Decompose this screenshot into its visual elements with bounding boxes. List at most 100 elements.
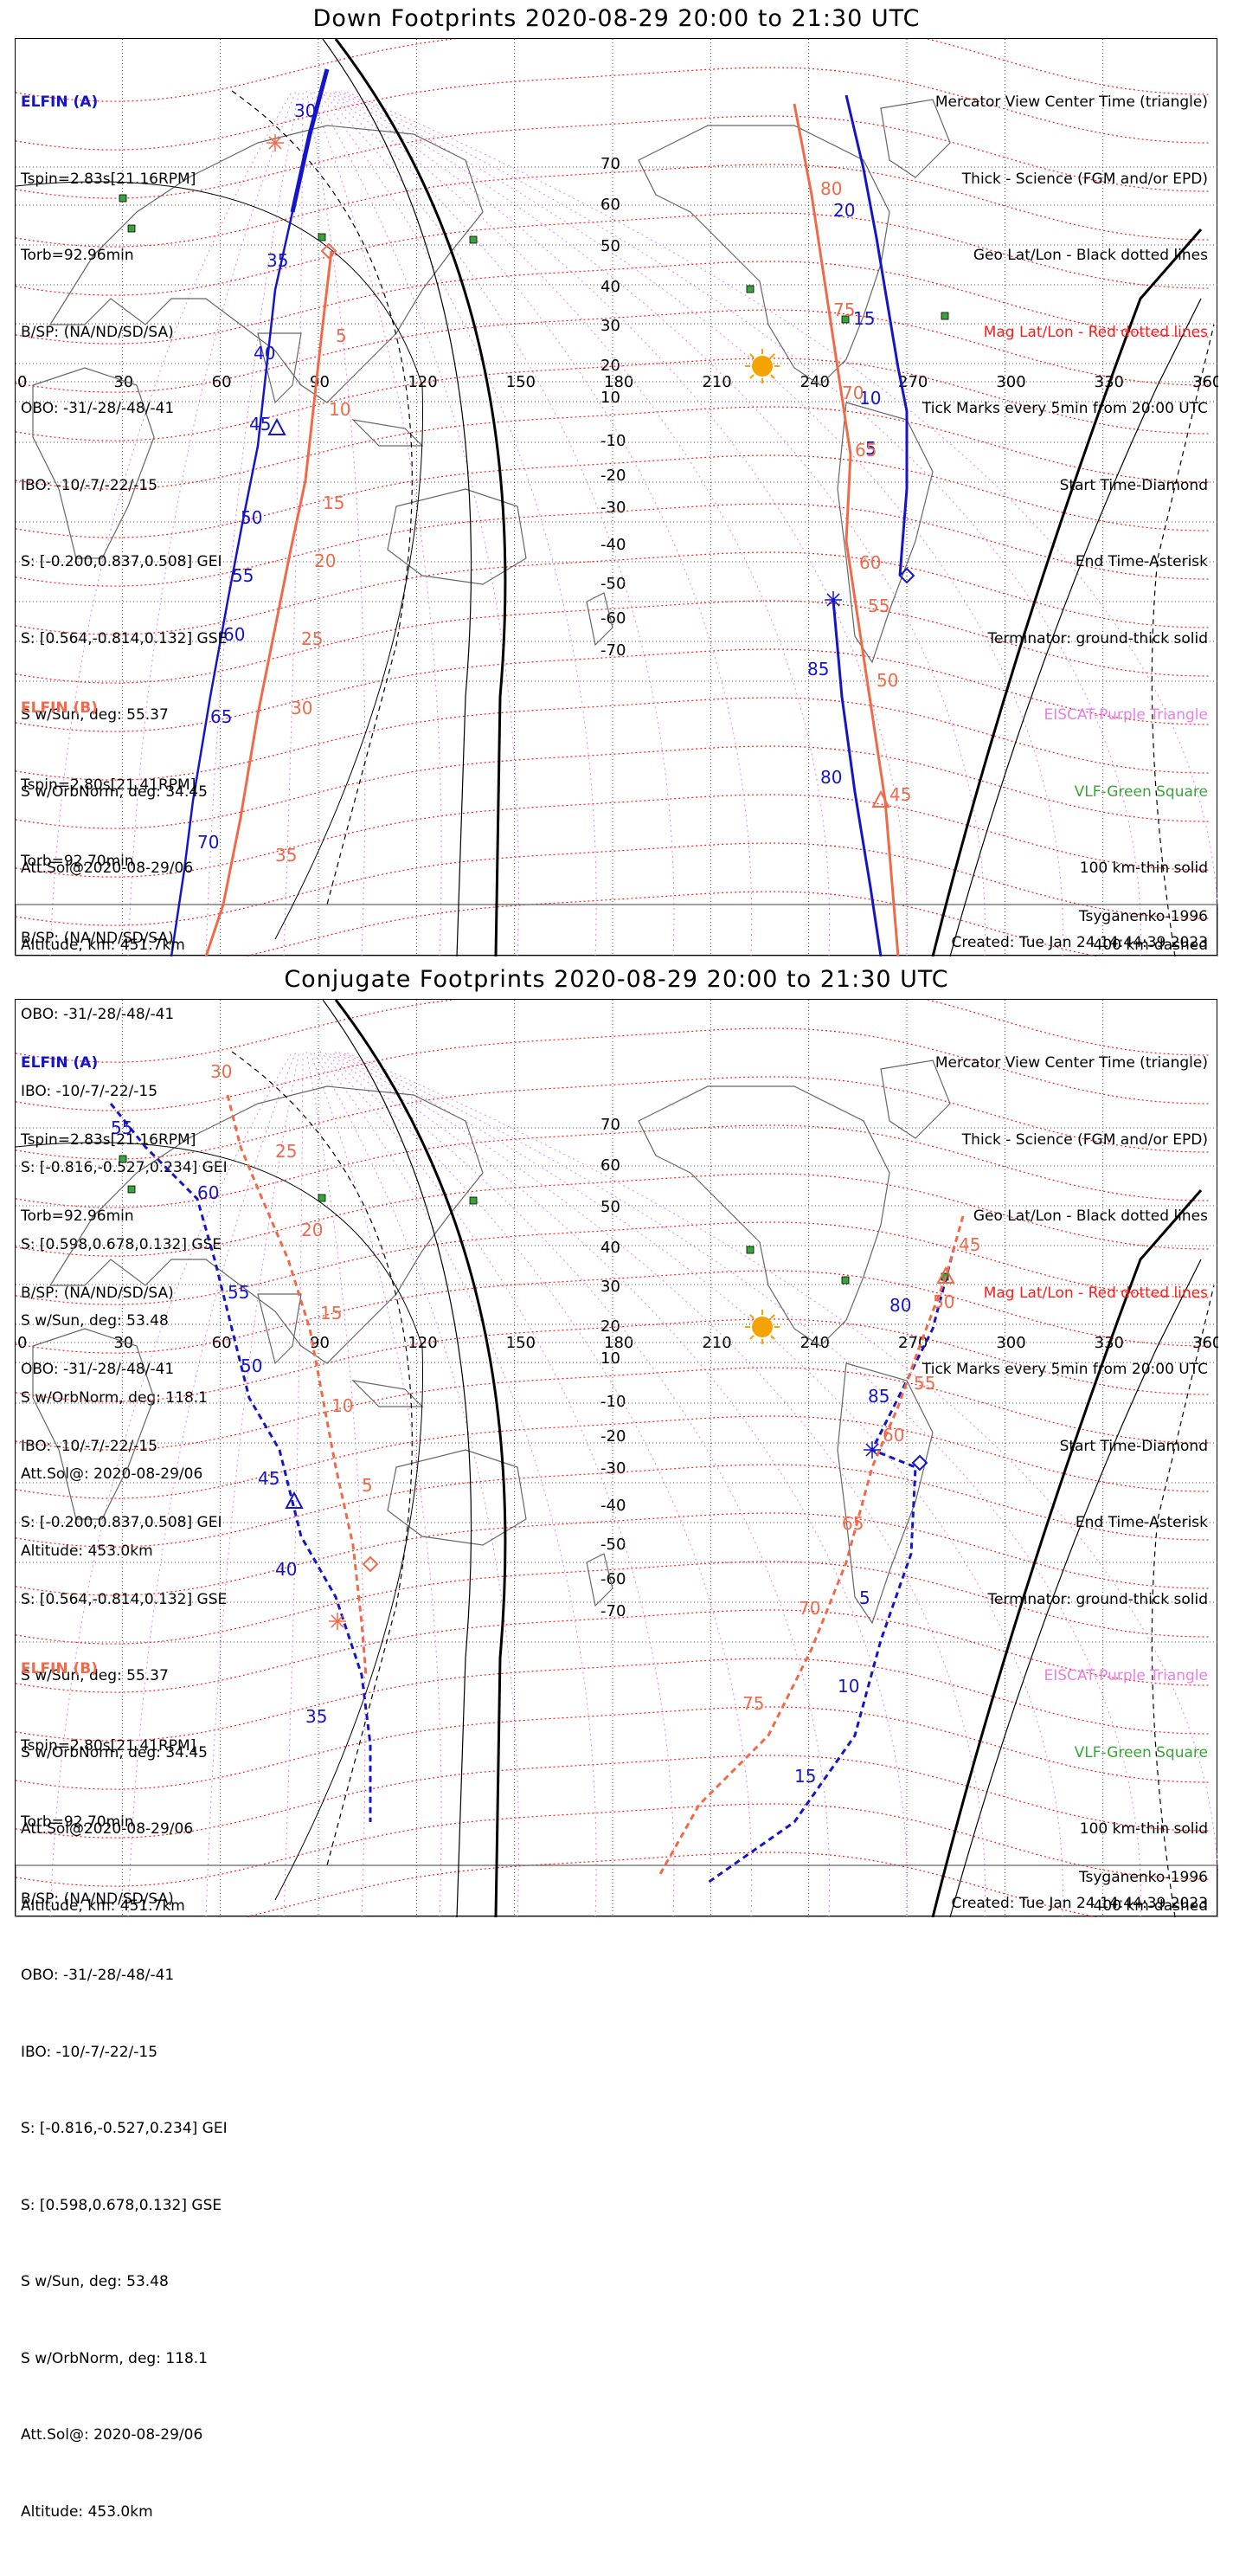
lon-tick-label: 90 bbox=[310, 373, 330, 391]
lon-tick-label: 30 bbox=[113, 373, 133, 391]
info-line: S w/OrbNorm, deg: 34.45 bbox=[21, 1743, 209, 1761]
map-panel-down[interactable]: 0 30 60 90 120 150 180 210 240 270 300 330 360 70 60 50… bbox=[15, 38, 1218, 1560]
legend-line: VLF-Green Square bbox=[1074, 782, 1208, 801]
lat-tick-label: 60 bbox=[600, 196, 620, 214]
coastline bbox=[257, 332, 302, 404]
info-line: Tspin=2.80s[21.41RPM] bbox=[21, 1736, 196, 1755]
track-b-tick-label: 15 bbox=[323, 493, 344, 513]
model-label: Tsyganenko-1996 bbox=[1078, 908, 1208, 925]
mag-lat-line bbox=[16, 1755, 1211, 1839]
info-line: S: [-0.816,-0.527,0.234] GEI bbox=[21, 2120, 228, 2137]
info-line: S: [-0.200,0.837,0.508] GEI bbox=[21, 1514, 222, 1531]
mag-lon-line bbox=[323, 90, 753, 956]
vlf-station-square bbox=[469, 1196, 478, 1205]
lon-tick-label: 180 bbox=[604, 1334, 633, 1352]
start-diamond bbox=[898, 567, 915, 584]
mag-lon-line bbox=[340, 1051, 1141, 1917]
mag-lat-line bbox=[16, 1415, 1211, 1499]
legend: Mercator View Center Time (triangle) Thi… bbox=[922, 1000, 1208, 1970]
info-line: IBO: -10/-7/-22/-15 bbox=[21, 2043, 158, 2061]
mag-lat-line bbox=[16, 1318, 1211, 1402]
info-line: S w/Sun, deg: 55.37 bbox=[21, 706, 169, 724]
coastline bbox=[837, 402, 934, 664]
mag-lon-line bbox=[337, 90, 1063, 956]
sat-a-info: ELFIN (A) Tspin=2.83s[21.16RPM] Torb=92.… bbox=[21, 1000, 227, 1970]
track-b-tick-label: 5 bbox=[362, 1475, 373, 1496]
terminator-100km bbox=[949, 1259, 1202, 1917]
lat-tick-label: 30 bbox=[600, 1278, 620, 1296]
info-line: B/SP: (NA/ND/SD/SA) bbox=[21, 1284, 174, 1302]
lat-tick-label: 50 bbox=[600, 1198, 620, 1216]
info-line: S w/Sun, deg: 55.37 bbox=[21, 1667, 169, 1684]
legend-line: End Time-Asterisk bbox=[1075, 553, 1208, 570]
track-b-tick-label: 70 bbox=[799, 1598, 820, 1619]
lon-tick-label: 300 bbox=[996, 1334, 1025, 1352]
mag-lat-line bbox=[16, 648, 1211, 732]
mag-lat-line bbox=[16, 1270, 1211, 1354]
terminator-100km bbox=[322, 1000, 472, 1917]
track-a-tick-label: 10 bbox=[838, 1676, 859, 1697]
track-b-tick-label: 55 bbox=[914, 1373, 935, 1394]
vlf-station-square bbox=[746, 285, 755, 293]
lat-tick-label: -70 bbox=[600, 641, 626, 660]
coastline bbox=[32, 367, 155, 559]
track-b-tick-label: 65 bbox=[855, 440, 877, 460]
end-asterisk bbox=[268, 136, 282, 150]
track-a-tick-label: 55 bbox=[228, 1282, 249, 1303]
center-triangle bbox=[285, 1491, 304, 1509]
lon-tick-label: 150 bbox=[506, 1334, 536, 1352]
track-a-tick-label: 35 bbox=[267, 250, 288, 271]
mag-lat-line bbox=[16, 115, 1211, 199]
track-b-tick-label: 35 bbox=[275, 845, 297, 866]
mag-lon-line bbox=[316, 1051, 597, 1917]
track-b-east bbox=[793, 103, 900, 956]
mag-lon-line bbox=[344, 90, 1218, 956]
track-a-tick-label: 40 bbox=[275, 1559, 297, 1580]
start-diamond bbox=[320, 242, 337, 260]
legend-line: Thick - Science (FGM and/or EPD) bbox=[961, 170, 1208, 188]
track-b-tick-label: 45 bbox=[889, 784, 911, 805]
sun-ray bbox=[749, 374, 755, 379]
track-b-tick-label: 45 bbox=[959, 1234, 980, 1255]
track-a-tick-label: 15 bbox=[853, 308, 875, 329]
legend-line: Mercator View Center Time (triangle) bbox=[934, 1054, 1208, 1072]
legend-line: 400 km-dashed bbox=[1093, 936, 1208, 954]
info-line: Altitude, km: 451.7km bbox=[21, 1897, 185, 1915]
info-line: Tspin=2.83s[21.16RPM] bbox=[21, 1130, 196, 1149]
track-a-tick-label: 10 bbox=[859, 388, 881, 409]
coastline bbox=[880, 99, 951, 178]
track-b-tick-label: 70 bbox=[842, 383, 864, 403]
track-a-conjugate-east bbox=[707, 1246, 956, 1884]
lon-tick-label: 210 bbox=[702, 1334, 731, 1352]
track-a-tick-label: 85 bbox=[868, 1386, 889, 1407]
legend-line: Mag Lat/Lon - Red dotted lines bbox=[983, 1284, 1208, 1302]
info-line: Att.Sol@2020-08-29/06 bbox=[21, 1820, 194, 1838]
footprint-map-down[interactable]: 0 30 60 90 120 150 180 210 240 270 300 330 360706050… bbox=[16, 39, 1218, 956]
legend-line: Mercator View Center Time (triangle) bbox=[934, 93, 1208, 111]
sun-icon bbox=[752, 1317, 773, 1337]
track-a-tick-label: 50 bbox=[241, 507, 262, 528]
sat-b-info: ELFIN (B) Tspin=2.80s[21.41RPM] Torb=92.… bbox=[21, 645, 228, 1615]
mag-lat-line bbox=[16, 212, 1211, 296]
mag-lon-line bbox=[344, 1051, 1218, 1917]
lon-tick-label: 150 bbox=[506, 373, 536, 391]
mag-lat-line bbox=[16, 454, 1211, 538]
track-a-tick-label: 5 bbox=[859, 1587, 870, 1608]
vlf-station-square bbox=[318, 233, 326, 242]
map-panel-conjugate[interactable]: 0 30 60 90 120 150 180 210 240 270 300 330 360 70 60 50… bbox=[15, 999, 1218, 2521]
track-b-tick-label: 30 bbox=[210, 1061, 232, 1082]
sat-b-info: ELFIN (B) Tspin=2.80s[21.41RPM] Torb=92.… bbox=[21, 1606, 228, 2576]
sun-ray bbox=[770, 353, 775, 358]
track-a-tick-label: 35 bbox=[305, 1706, 327, 1727]
info-line: Torb=92.70min bbox=[21, 853, 134, 870]
mag-lon-line bbox=[312, 90, 519, 956]
info-line: S: [0.564,-0.814,0.132] GSE bbox=[21, 629, 228, 647]
coastline bbox=[837, 1362, 934, 1625]
coastline bbox=[586, 1553, 613, 1607]
terminator-400km bbox=[231, 90, 413, 905]
track-b-tick-label: 30 bbox=[291, 698, 312, 718]
lat-tick-label: -50 bbox=[600, 1536, 626, 1554]
footprint-map-conjugate[interactable]: 0 30 60 90 120 150 180 210 240 270 300 330 360706050… bbox=[16, 1000, 1218, 1917]
mag-lat-line bbox=[16, 1561, 1211, 1645]
track-a-tick-label: 50 bbox=[241, 1356, 262, 1376]
